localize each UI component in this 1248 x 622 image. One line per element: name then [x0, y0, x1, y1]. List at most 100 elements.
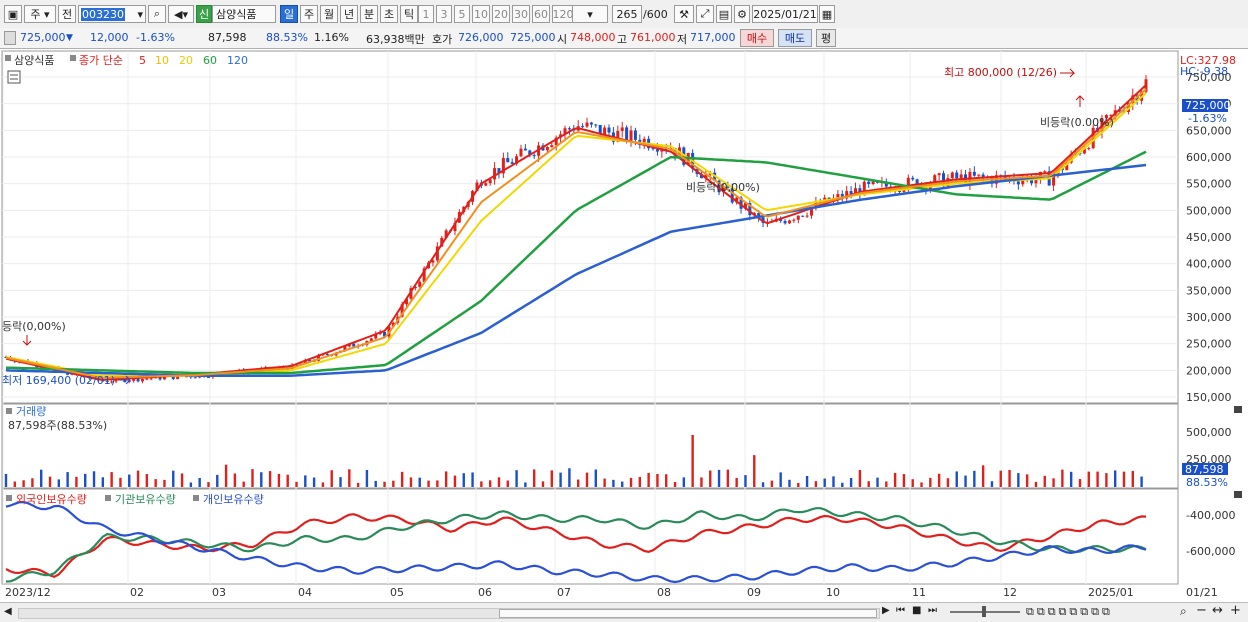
zoom-icon[interactable]: ⌕ [1180, 604, 1187, 618]
draw-icon[interactable]: ⤢ [696, 5, 714, 23]
count-total: /600 [643, 8, 668, 21]
interval-button-6[interactable]: 60 [532, 5, 550, 23]
scrollbar-thumb[interactable] [499, 609, 877, 618]
interval-button-1[interactable]: 3 [436, 5, 452, 23]
scroll-right-icon[interactable]: ▶ [882, 605, 890, 616]
expand-icon[interactable] [4, 31, 16, 45]
prev-button[interactable]: 전 [58, 5, 76, 23]
volume-bar [964, 475, 967, 487]
date-input[interactable]: 2025/01/21 [752, 5, 818, 23]
volume-bar [471, 472, 474, 487]
candle-body [805, 215, 809, 217]
zoom-slider-handle[interactable] [982, 606, 986, 617]
interval-button-5[interactable]: 30 [512, 5, 530, 23]
code-input[interactable]: 003230 ▾ [78, 5, 146, 23]
candle-body [523, 148, 527, 151]
drop-label-2: 비등락(0,00%) [686, 181, 760, 194]
candle-body [1016, 181, 1020, 185]
first-icon[interactable]: ⏮ [896, 605, 905, 616]
down-arrow-icon: ▼ [66, 33, 73, 43]
zoom-slider[interactable] [950, 606, 1020, 617]
candle-body [475, 182, 479, 192]
current-price-value: 725,000 [1185, 99, 1231, 112]
minus-icon[interactable]: − [1196, 603, 1207, 618]
last-icon[interactable]: ⏭ [928, 605, 937, 616]
legend-ma-3: 60 [203, 54, 217, 67]
volume-bar [409, 477, 413, 487]
period-tab-1[interactable]: 주 [300, 5, 318, 23]
range-icon[interactable]: ↔ [1212, 603, 1223, 618]
interval-button-7[interactable]: 120 [552, 5, 574, 23]
table-icon[interactable] [7, 70, 21, 84]
candle-body [528, 150, 532, 156]
layout-icons[interactable]: ⧉⧉⧉⧉⧉⧉⧉⧉ [1026, 605, 1113, 618]
candle-body [295, 364, 299, 366]
period-tab-0[interactable]: 일 [280, 5, 298, 23]
holder-legend-marker [6, 495, 12, 501]
quote-turnover: 1.16% [314, 31, 349, 44]
x-tick: 03 [212, 586, 226, 599]
price-tick: 500,000 [1186, 204, 1232, 217]
period-tab-2[interactable]: 월 [320, 5, 338, 23]
save-icon[interactable]: ▤ [716, 5, 732, 23]
volume-panel-close-icon[interactable] [1234, 406, 1242, 413]
stop-icon[interactable]: ■ [912, 605, 922, 616]
candle-body [110, 381, 114, 383]
price-tick: 150,000 [1186, 391, 1232, 404]
volume-bar [339, 477, 342, 487]
interval-button-0[interactable]: 1 [418, 5, 434, 23]
quote-bar: 725,000 ▼ 12,000 -1.63% 87,598 88.53% 1.… [0, 28, 1248, 49]
candle-body [193, 377, 197, 379]
period-tab-5[interactable]: 초 [380, 5, 398, 23]
interval-button-2[interactable]: 5 [454, 5, 470, 23]
search-icon[interactable]: ⌕ [148, 5, 166, 23]
volume-bar [242, 481, 245, 487]
period-tab-4[interactable]: 분 [360, 5, 378, 23]
buy-button[interactable]: 매수 [740, 29, 774, 47]
sell-button[interactable]: 매도 [778, 29, 812, 47]
candle-body [405, 298, 409, 305]
volume-bar [955, 471, 958, 487]
volume-bar [1025, 474, 1029, 487]
interval-dropdown[interactable]: ▾ [572, 5, 608, 23]
type-select[interactable]: 주 ▾ [24, 5, 56, 23]
volume-bar [436, 480, 439, 487]
volume-bar [427, 480, 430, 487]
scroll-left-icon[interactable]: ◀ [4, 606, 12, 617]
candle-body [1065, 162, 1069, 171]
candle-body [581, 126, 585, 128]
candle-body [990, 177, 994, 184]
volume-bar [638, 476, 642, 487]
current-pct-value: -1.63% [1188, 112, 1227, 125]
count-input[interactable]: 265 [612, 5, 642, 23]
candle-body [383, 331, 387, 337]
volume-bar [665, 474, 668, 487]
calendar-icon[interactable]: ▦ [819, 5, 835, 23]
interval-button-3[interactable]: 10 [472, 5, 490, 23]
speaker-icon[interactable]: ◀▾ [168, 5, 194, 23]
interval-button-4[interactable]: 20 [492, 5, 510, 23]
plus-icon[interactable]: + [1230, 603, 1241, 618]
gear-icon[interactable]: ⚙ [734, 5, 750, 23]
volume-bar [1096, 471, 1099, 487]
period-tab-6[interactable]: 틱 [400, 5, 418, 23]
candle-body [704, 174, 708, 179]
lc-label: LC:327.98 [1180, 54, 1236, 67]
candle-body [189, 376, 193, 378]
candle-body [779, 218, 783, 221]
candle-body [567, 128, 571, 130]
candle-body [809, 208, 813, 216]
eval-button[interactable]: 평 [816, 29, 836, 47]
tools-icon[interactable]: ⚒ [674, 5, 694, 23]
period-tab-3[interactable]: 년 [340, 5, 358, 23]
holder-legend-marker [193, 495, 199, 501]
candle-body [101, 380, 105, 382]
volume-bar [902, 474, 906, 487]
candle-body [845, 191, 849, 199]
window-icon[interactable]: ▣ [4, 5, 22, 23]
volume-bar [937, 473, 941, 487]
candle-body [598, 124, 602, 135]
chart-area[interactable]: 750,000700,000650,000600,000550,000500,0… [0, 49, 1248, 602]
holder-panel-close-icon[interactable] [1234, 491, 1242, 498]
scrollbar-track[interactable] [18, 608, 880, 619]
